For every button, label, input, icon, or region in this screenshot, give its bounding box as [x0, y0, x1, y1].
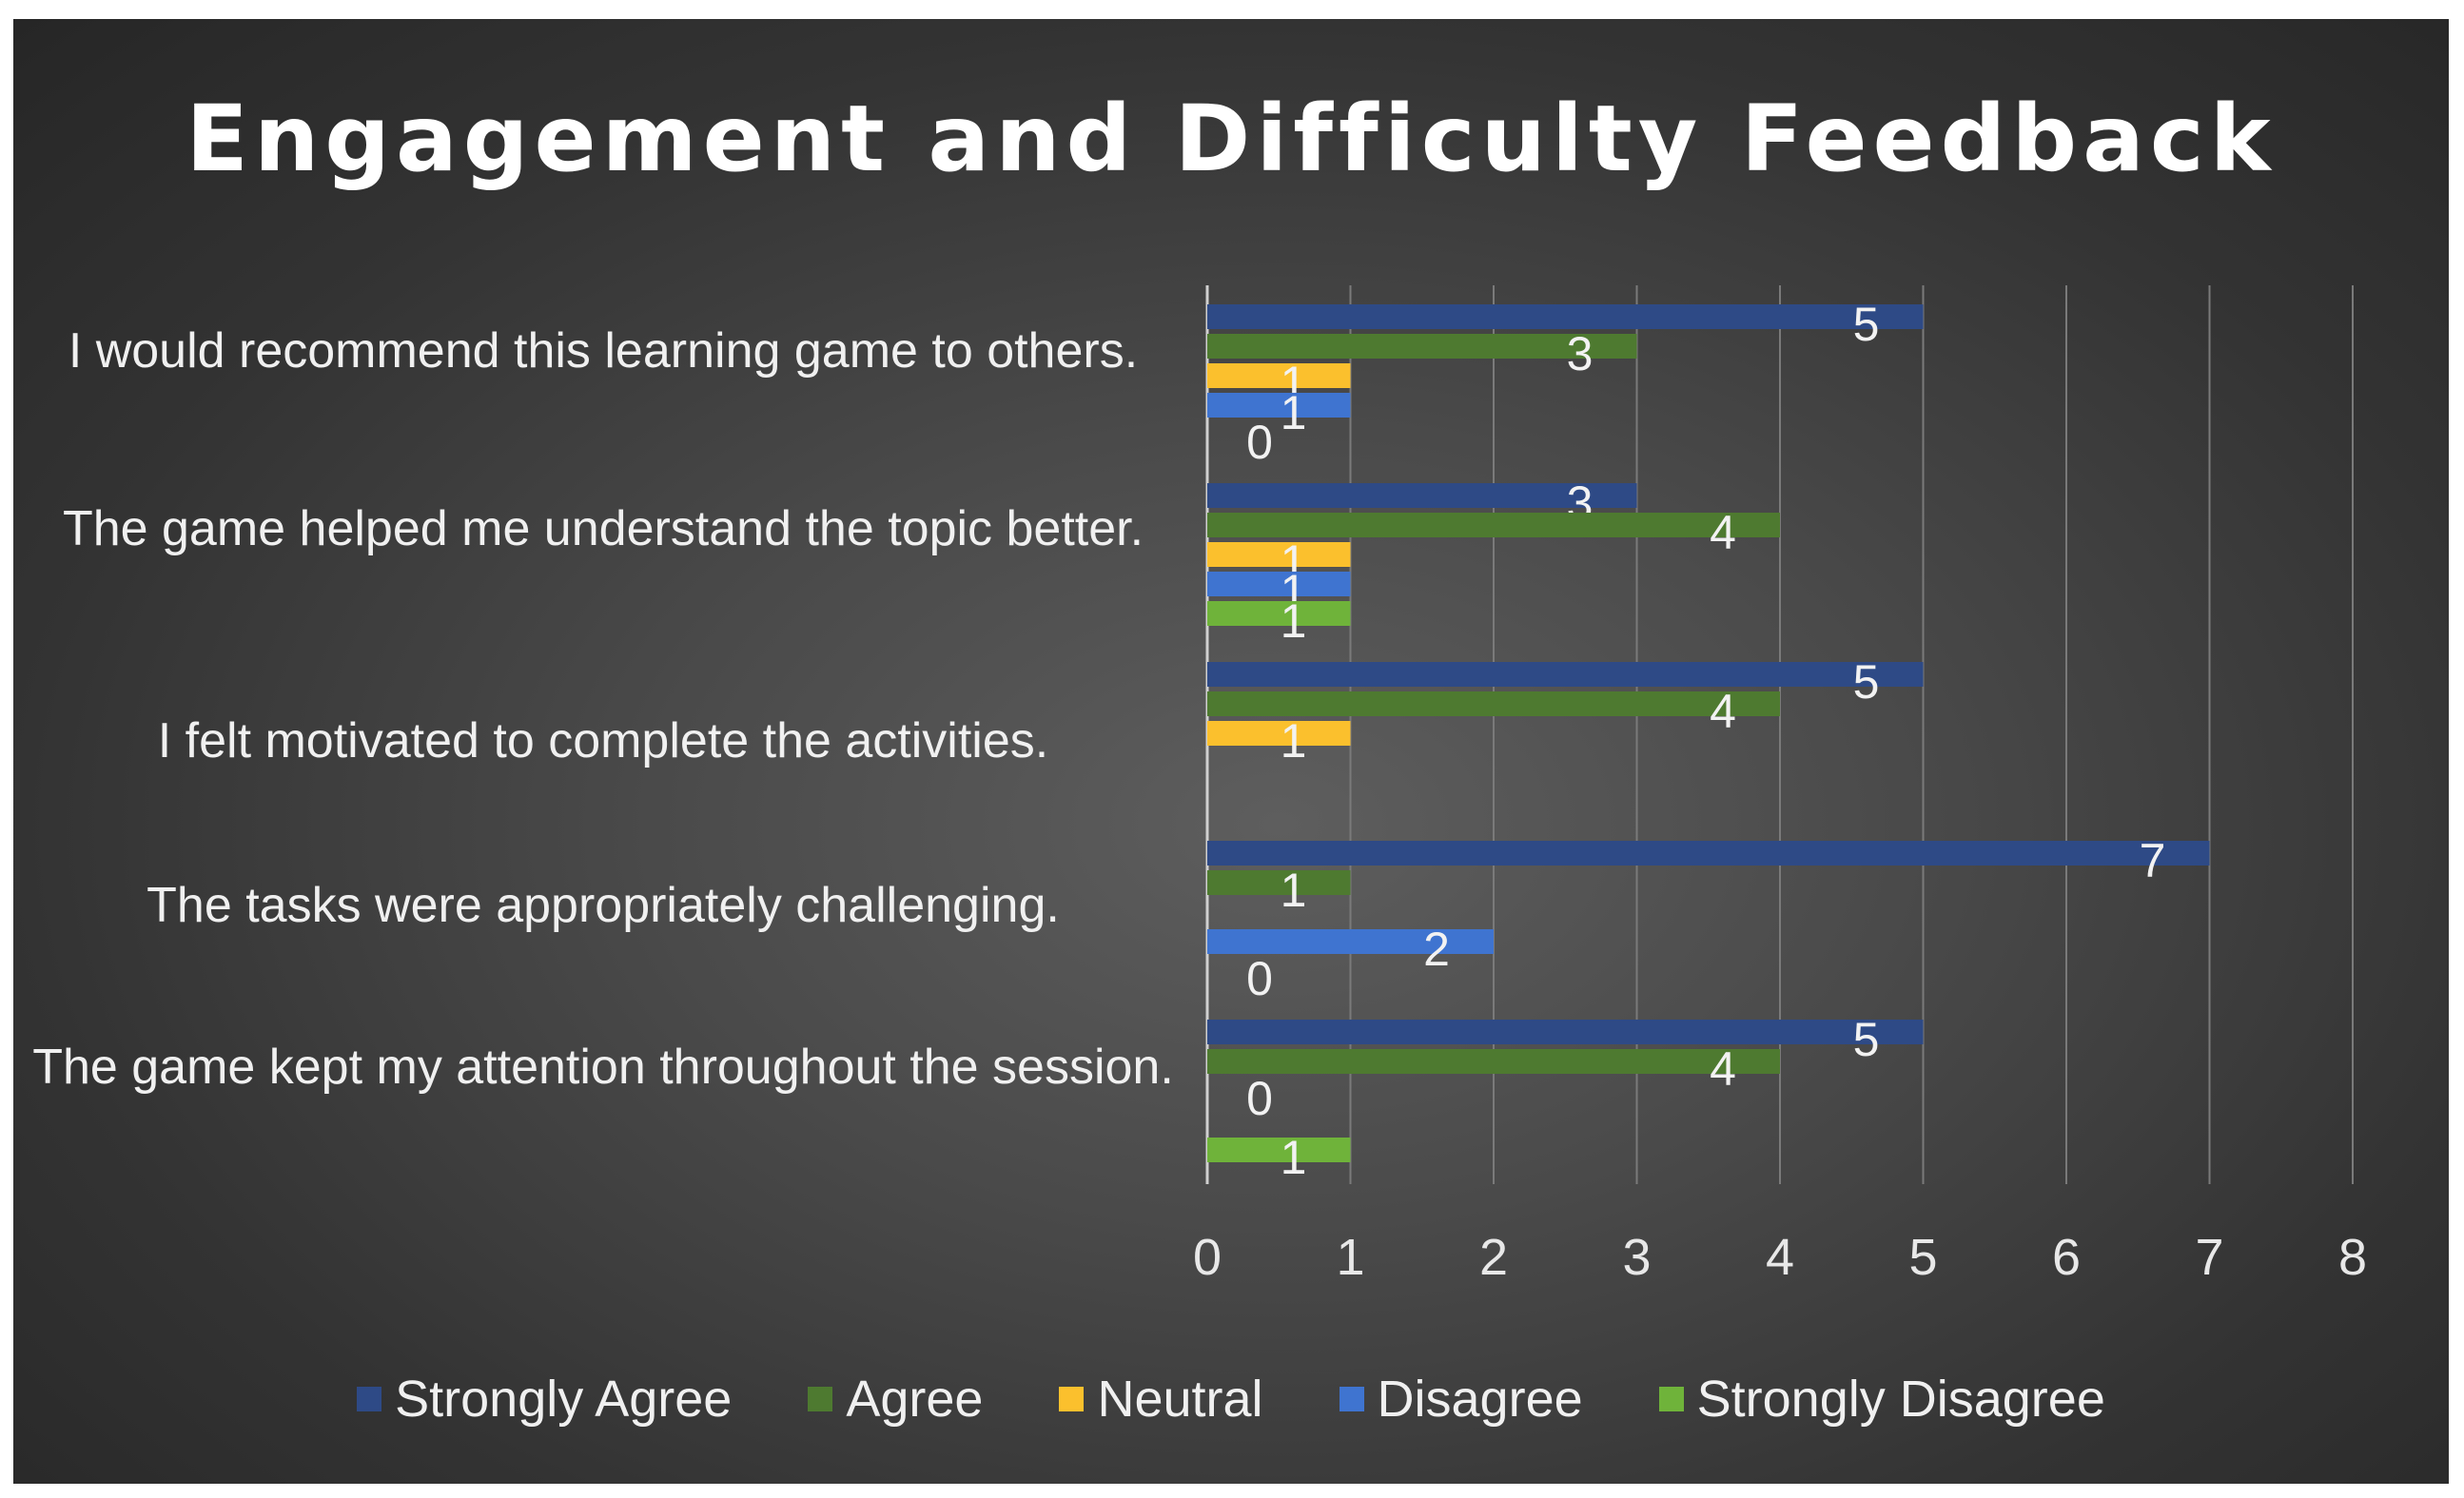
- bar: [1207, 542, 1351, 567]
- bar: [1207, 870, 1351, 895]
- data-label: 2: [1423, 923, 1450, 976]
- data-label: 4: [1710, 1042, 1736, 1096]
- data-label: 4: [1710, 506, 1736, 559]
- x-tick-label: 2: [1479, 1229, 1508, 1286]
- legend-swatch: [1339, 1387, 1364, 1411]
- legend-label: Agree: [846, 1371, 984, 1428]
- data-label: 5: [1853, 1013, 1880, 1066]
- bar: [1207, 334, 1637, 359]
- bar: [1207, 1138, 1351, 1162]
- legend-item: Strongly Disagree: [1658, 1370, 2105, 1429]
- data-label: 0: [1246, 416, 1273, 469]
- legend: Strongly Agree Agree Neutral Disagree Strong…: [13, 1370, 2449, 1429]
- legend-item: Disagree: [1339, 1370, 1583, 1429]
- data-label: 4: [1710, 685, 1736, 738]
- category-label: The tasks were appropriately challenging…: [147, 878, 1060, 933]
- bar: [1207, 513, 1780, 537]
- legend-label: Disagree: [1377, 1371, 1583, 1428]
- data-label: 3: [1567, 327, 1594, 380]
- data-label: 5: [1853, 298, 1880, 351]
- data-label: 7: [2140, 834, 2166, 887]
- x-tick-label: 4: [1766, 1229, 1794, 1286]
- x-tick-label: 0: [1193, 1229, 1222, 1286]
- x-tick-label: 1: [1336, 1229, 1364, 1286]
- bar: [1207, 662, 1924, 687]
- bar: [1207, 363, 1351, 388]
- legend-label: Strongly Agree: [395, 1371, 733, 1428]
- x-tick-label: 7: [2195, 1229, 2223, 1286]
- data-label: 5: [1853, 655, 1880, 709]
- bar: [1207, 691, 1780, 716]
- legend-label: Strongly Disagree: [1696, 1371, 2105, 1428]
- category-label: The game kept my attention throughout th…: [32, 1040, 1174, 1095]
- x-tick-label: 8: [2338, 1229, 2367, 1286]
- bar: [1207, 1020, 1924, 1044]
- x-tick-label: 5: [1908, 1229, 1937, 1286]
- x-tick-label: 6: [2052, 1229, 2081, 1286]
- category-label: I felt motivated to complete the activit…: [157, 713, 1049, 768]
- bar: [1207, 483, 1637, 508]
- legend-label: Neutral: [1097, 1371, 1263, 1428]
- legend-item: Agree: [808, 1370, 983, 1429]
- bar: [1207, 304, 1924, 329]
- data-label: 0: [1246, 952, 1273, 1005]
- category-label: I would recommend this learning game to …: [68, 323, 1139, 379]
- bar: [1207, 929, 1494, 954]
- category-label: The game helped me understand the topic …: [62, 501, 1144, 556]
- bar: [1207, 572, 1351, 596]
- bar: [1207, 721, 1351, 746]
- bar: [1207, 1049, 1780, 1074]
- legend-swatch: [808, 1387, 833, 1411]
- bar: [1207, 601, 1351, 626]
- data-label: 0: [1246, 1072, 1273, 1125]
- legend-swatch: [1658, 1387, 1684, 1411]
- x-tick-label: 3: [1622, 1229, 1651, 1286]
- data-label: 1: [1281, 864, 1307, 917]
- legend-swatch: [1059, 1387, 1085, 1411]
- bar: [1207, 841, 2210, 866]
- legend-item: Neutral: [1059, 1370, 1263, 1429]
- data-label: 1: [1281, 1131, 1307, 1184]
- data-label: 1: [1281, 386, 1307, 439]
- chart-title: Engagement and Difficulty Feedback: [186, 86, 2277, 192]
- legend-swatch: [357, 1387, 382, 1411]
- legend-item: Strongly Agree: [357, 1370, 732, 1429]
- data-label: 1: [1281, 714, 1307, 768]
- bar: [1207, 393, 1351, 418]
- data-label: 1: [1281, 594, 1307, 648]
